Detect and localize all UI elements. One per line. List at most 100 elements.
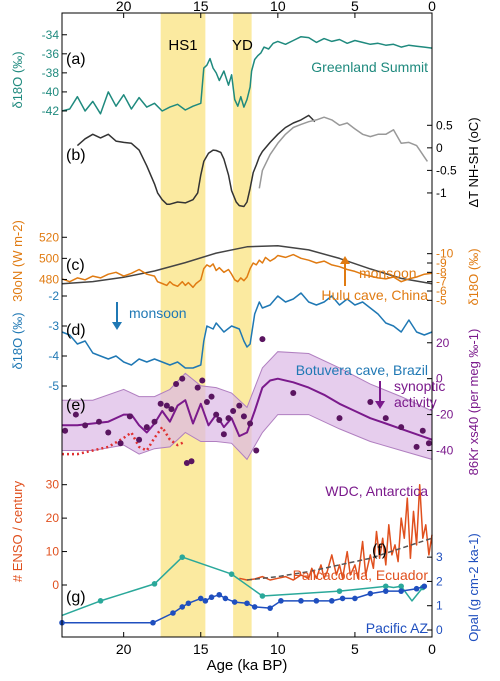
x-tick-label-top: 10 [270,0,286,14]
annotation-text-c: monsoon [359,265,417,281]
band-label-hs1: HS1 [168,37,197,54]
data-point-e [230,407,237,414]
marker-g-teal [151,581,158,587]
data-point-e [143,424,150,431]
y-tick-label-g: 1 [436,599,443,613]
data-point-e [117,440,124,447]
series-e-dotted [62,425,186,456]
data-point-e [183,460,190,467]
series-g-teal [61,556,424,617]
marker-g-blue [421,583,428,590]
y-tick-label-f: 0 [52,578,59,592]
marker-g-blue [339,595,346,602]
band-label-yd: YD [232,37,253,54]
marker-g-teal [179,554,186,560]
y-tick-label-e: -40 [436,443,454,457]
y-tick-label-a: -34 [42,28,60,42]
y-axis-label-g-right: Opal (g cm-2 ka-1) [466,533,481,641]
plot-frame [61,12,433,638]
data-point-e [425,440,432,447]
marker-g-blue [278,598,284,604]
data-point-e [168,406,175,413]
marker-g-blue [267,605,273,611]
annotation-text-d: monsoon [129,305,187,321]
marker-g-blue [244,600,250,607]
y-tick-label-d: -3 [48,319,59,333]
marker-g-blue [352,595,358,602]
data-point-e [216,416,223,423]
series-a-0 [61,35,433,115]
y-tick-label-a: -38 [42,66,60,80]
y-tick-label-f: 30 [46,478,60,492]
x-tick-label-top: 20 [116,0,132,14]
data-point-e [136,436,143,443]
y-axis-label-c-left: 30oN (W m-2) [10,220,25,302]
data-point-e [203,399,210,405]
panel-label-f: Pallcacocha, Ecuador [293,567,429,583]
panel-label-c: Hulu cave, China [321,287,428,303]
y-tick-label-e: 0 [436,372,443,386]
data-point-e [105,429,112,436]
panel-label-e: WDC, Antarctica [325,483,428,499]
plot-area [59,35,433,626]
series-b-1 [258,116,429,189]
annotation-arrowhead-d [112,322,122,330]
y-tick-label-c: -8 [436,265,447,279]
y-tick-label-c: -10 [436,247,454,261]
data-point-e [240,413,247,420]
band-yd [233,13,252,637]
panel-label-a: Greenland Summit [311,59,428,75]
marker-g-teal [398,583,404,590]
x-tick-label-top: 5 [351,0,359,14]
x-tick-label: 10 [270,641,286,657]
marker-g-blue [231,599,238,605]
x-tick-label-top: 15 [193,0,209,14]
y-tick-label-a: -40 [42,85,60,99]
annotation-arrowhead-c [340,256,350,264]
series-c-0 [61,244,433,285]
y-tick-label-c: -7 [436,275,447,289]
data-point-e [194,384,201,391]
data-point-e [413,443,420,450]
marker-g-blue [398,588,404,594]
data-point-e [62,427,69,434]
marker-g-blue [197,595,204,602]
marker-g-blue [367,590,374,597]
x-axis-label: Age (ka BP) [207,657,288,674]
y-axis-label-b-right: ΔT NH-SH (oC) [466,117,481,207]
y-tick-label-f: 20 [46,511,60,525]
panel-tag-f: (f) [372,542,387,559]
data-point-e [382,415,389,422]
panel-tag-g: (g) [66,589,86,606]
marker-g-blue [179,604,186,610]
y-tick-label-b: -0.5 [436,163,457,177]
marker-g-blue [328,598,335,604]
marker-g-blue [170,610,176,616]
y-axis-label-d-left: δ18O (‰) [10,312,25,369]
panel-tag-b: (b) [66,147,86,164]
data-point-e [96,418,102,425]
y-axis-label-e-right: 86Kr xs40 (per meg ‰-1) [466,329,481,476]
x-tick-label-top: 0 [428,0,436,14]
y-tick-label-a: -36 [42,47,60,61]
y-tick-label-c: 520 [39,230,59,244]
data-point-e [151,418,158,425]
y-tick-label-d: -4 [48,349,59,363]
data-point-e [179,375,186,382]
y-tick-label-d: -5 [48,379,59,393]
panel-tag-e: (e) [66,397,86,414]
data-point-e [199,377,206,384]
y-tick-label-b: 0.5 [436,118,453,132]
x-tick-label: 20 [116,641,132,657]
data-point-e [259,336,266,343]
series-e-smooth [62,377,433,441]
data-point-e [236,402,243,409]
y-tick-label-c: -9 [436,256,447,270]
panel-label-d: Botuvera cave, Brazil [296,362,428,378]
data-point-e [188,458,195,465]
y-axis-label-c-right: δ18O (‰) [466,248,481,305]
marker-g-teal [228,571,235,577]
y-tick-label-g: 2 [436,574,443,588]
y-tick-label-c: -5 [436,293,447,307]
